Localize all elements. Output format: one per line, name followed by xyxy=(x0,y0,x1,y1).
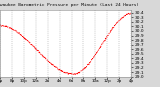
Text: Milwaukee Barometric Pressure per Minute (Last 24 Hours): Milwaukee Barometric Pressure per Minute… xyxy=(0,3,139,7)
